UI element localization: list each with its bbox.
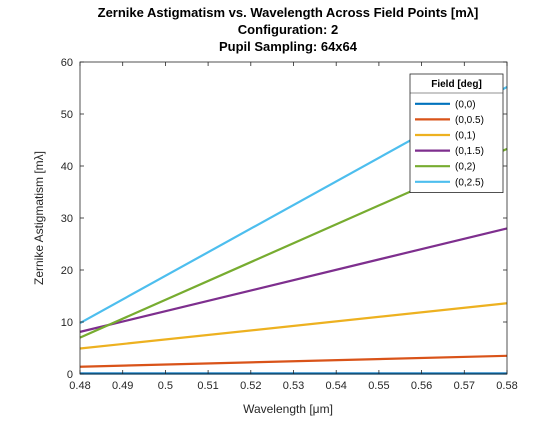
legend-item: (0,1) xyxy=(415,131,476,142)
x-tick-labels: 0.48 0.49 0.5 0.51 0.52 0.53 0.54 0.55 0.56 0.57 0… xyxy=(69,380,517,392)
y-tick-label: 10 xyxy=(61,317,73,329)
chart-title-line-2: Configuration: 2 xyxy=(238,22,338,37)
x-tick-label: 0.5 xyxy=(158,380,173,392)
legend-item: (0,1.5) xyxy=(415,146,484,157)
x-tick-label: 0.55 xyxy=(368,380,389,392)
x-tick-label: 0.53 xyxy=(283,380,304,392)
x-tick-label: 0.48 xyxy=(69,380,90,392)
x-tick-label: 0.57 xyxy=(454,380,475,392)
chart-title-line-1: Zernike Astigmatism vs. Wavelength Acros… xyxy=(98,5,479,20)
legend-label: (0,2) xyxy=(455,162,476,173)
legend-item: (0,2.5) xyxy=(415,177,484,188)
y-tick-label: 30 xyxy=(61,213,73,225)
legend-items: (0,0) (0,0.5) (0,1) (0,1.5) (0,2) (0,2.5) xyxy=(415,99,484,188)
y-tick-label: 0 xyxy=(67,369,73,381)
legend-label: (0,0.5) xyxy=(455,115,484,126)
legend-item: (0,0.5) xyxy=(415,115,484,126)
x-tick-label: 0.51 xyxy=(197,380,218,392)
legend-item: (0,0) xyxy=(415,99,476,110)
axes xyxy=(79,61,508,375)
x-tick-label: 0.54 xyxy=(325,380,346,392)
y-tick-label: 50 xyxy=(61,109,73,121)
legend-label: (0,2.5) xyxy=(455,177,484,188)
x-axis-label: Wavelength [μm] xyxy=(243,402,333,416)
legend-label: (0,1.5) xyxy=(455,146,484,157)
series-line-3 xyxy=(79,227,508,333)
legend-item: (0,2) xyxy=(415,162,476,173)
chart-title-line-3: Pupil Sampling: 64x64 xyxy=(219,39,358,54)
legend-label: (0,0) xyxy=(455,99,476,110)
series-line-2 xyxy=(79,302,508,350)
x-tick-label: 0.56 xyxy=(411,380,432,392)
legend-box xyxy=(409,73,504,193)
x-tick-label: 0.49 xyxy=(112,380,133,392)
legend-title: Field [deg] xyxy=(431,79,482,90)
y-axis-label: Zernike Astigmatism [mλ] xyxy=(32,151,46,285)
y-tick-label: 60 xyxy=(61,57,73,69)
legend-label: (0,1) xyxy=(455,131,476,142)
x-tick-label: 0.52 xyxy=(240,380,261,392)
legend: Field [deg] (0,0) (0,0.5) (0,1) (0,1.5) (0,2… xyxy=(409,73,504,193)
y-tick-label: 40 xyxy=(61,161,73,173)
series-line-1 xyxy=(79,354,508,368)
y-tick-labels: 0 10 20 30 40 50 60 xyxy=(61,57,73,381)
chart-title: Zernike Astigmatism vs. Wavelength Acros… xyxy=(98,5,479,54)
y-tick-label: 20 xyxy=(61,265,73,277)
x-tick-label: 0.58 xyxy=(496,380,517,392)
